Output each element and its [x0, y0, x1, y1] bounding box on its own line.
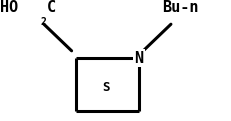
Text: N: N	[134, 51, 143, 66]
Text: Bu-n: Bu-n	[162, 0, 198, 15]
Text: HO: HO	[0, 0, 18, 15]
Text: 2: 2	[40, 17, 46, 27]
Text: C: C	[47, 0, 57, 15]
Text: S: S	[103, 81, 110, 94]
